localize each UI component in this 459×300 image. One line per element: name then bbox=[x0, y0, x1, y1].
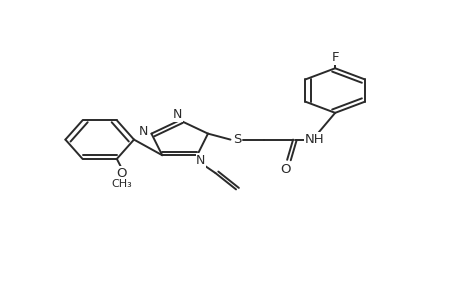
Text: CH₃: CH₃ bbox=[111, 179, 131, 190]
Text: N: N bbox=[138, 125, 148, 138]
Text: O: O bbox=[280, 163, 291, 176]
Text: N: N bbox=[196, 154, 205, 167]
Text: NH: NH bbox=[304, 133, 324, 146]
Text: N: N bbox=[173, 108, 182, 122]
Text: F: F bbox=[330, 51, 338, 64]
Text: O: O bbox=[116, 167, 126, 180]
Text: S: S bbox=[232, 133, 241, 146]
